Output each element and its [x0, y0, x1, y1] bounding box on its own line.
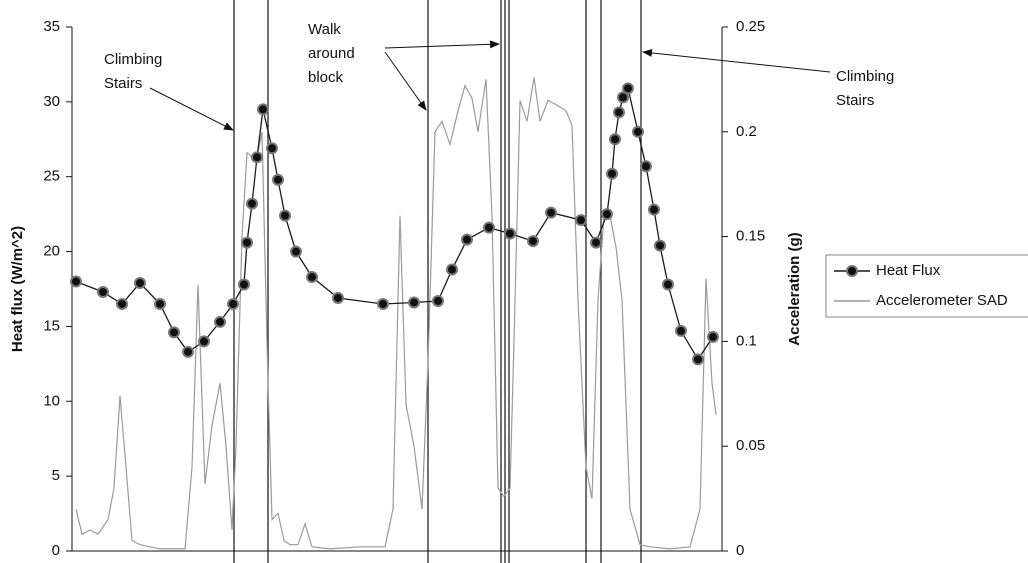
- point-marker: [279, 209, 291, 222]
- point-marker: [198, 335, 210, 348]
- y-tick-label: 15: [43, 317, 60, 334]
- y2-axis-title: Acceleration (g): [786, 232, 803, 345]
- point-marker: [606, 167, 618, 180]
- point-marker: [622, 82, 634, 95]
- point-marker: [613, 106, 625, 119]
- point-marker: [675, 324, 687, 337]
- annotation: around: [308, 45, 355, 62]
- annotation: Climbing: [836, 68, 894, 85]
- y-tick-label: 35: [43, 18, 60, 35]
- point-marker: [290, 245, 302, 258]
- y2-tick-label: 0.15: [736, 228, 765, 245]
- axes: [71, 27, 723, 552]
- legend-marker: [846, 265, 858, 277]
- point-marker: [545, 206, 557, 219]
- y-tick-label: 30: [43, 93, 60, 110]
- series-line: [75, 77, 717, 550]
- point-marker: [609, 133, 621, 146]
- point-marker: [408, 296, 420, 309]
- annotation: block: [308, 69, 344, 86]
- point-marker: [257, 103, 269, 116]
- point-marker: [692, 353, 704, 366]
- point-marker: [504, 227, 516, 240]
- y2-tick-label: 0.05: [736, 437, 765, 454]
- y-tick-label: 20: [43, 243, 60, 260]
- point-marker: [332, 291, 344, 304]
- point-marker: [70, 275, 82, 288]
- point-marker: [238, 278, 250, 291]
- point-marker: [483, 221, 495, 234]
- point-marker: [214, 315, 226, 328]
- point-marker: [272, 173, 284, 186]
- legend-label: Heat Flux: [876, 262, 941, 279]
- point-marker: [601, 208, 613, 221]
- annotation: Walk: [308, 21, 341, 38]
- y-tick-label: 5: [52, 467, 60, 484]
- legend-label: Accelerometer SAD: [876, 292, 1008, 309]
- annotation: Climbing: [104, 51, 162, 68]
- point-marker: [446, 263, 458, 276]
- point-marker: [134, 277, 146, 290]
- point-marker: [640, 160, 652, 173]
- point-marker: [154, 297, 166, 310]
- y2-tick-label: 0: [736, 542, 744, 559]
- annotation: Stairs: [836, 92, 874, 109]
- point-marker: [251, 151, 263, 164]
- point-marker: [461, 233, 473, 246]
- y-tick-label: 10: [43, 392, 60, 409]
- point-marker: [116, 297, 128, 310]
- annotation: Stairs: [104, 75, 142, 92]
- point-marker: [617, 91, 629, 104]
- legend-box: [825, 254, 1028, 318]
- point-marker: [246, 197, 258, 210]
- point-marker: [182, 345, 194, 358]
- point-marker: [377, 297, 389, 310]
- y-axis-title: Heat flux (W/m^2): [9, 226, 26, 352]
- point-marker: [227, 297, 239, 310]
- point-marker: [632, 125, 644, 138]
- point-marker: [648, 203, 660, 216]
- event-lines: [233, 0, 642, 563]
- series-line: [75, 86, 714, 361]
- point-marker: [97, 285, 109, 298]
- point-marker: [266, 142, 278, 155]
- y2-tick-label: 0.2: [736, 123, 757, 140]
- y-tick-label: 25: [43, 168, 60, 185]
- point-marker: [654, 239, 666, 252]
- point-marker: [168, 326, 180, 339]
- point-marker: [662, 278, 674, 291]
- y-tick-label: 0: [52, 542, 60, 559]
- point-marker: [432, 294, 444, 307]
- point-marker: [241, 236, 253, 249]
- point-marker: [527, 235, 539, 248]
- point-marker: [707, 330, 719, 343]
- point-marker: [575, 214, 587, 227]
- point-marker: [306, 271, 318, 284]
- y2-tick-label: 0.1: [736, 332, 757, 349]
- point-marker: [590, 236, 602, 249]
- y2-tick-label: 0.25: [736, 18, 765, 35]
- annotation-arrows: [149, 40, 831, 131]
